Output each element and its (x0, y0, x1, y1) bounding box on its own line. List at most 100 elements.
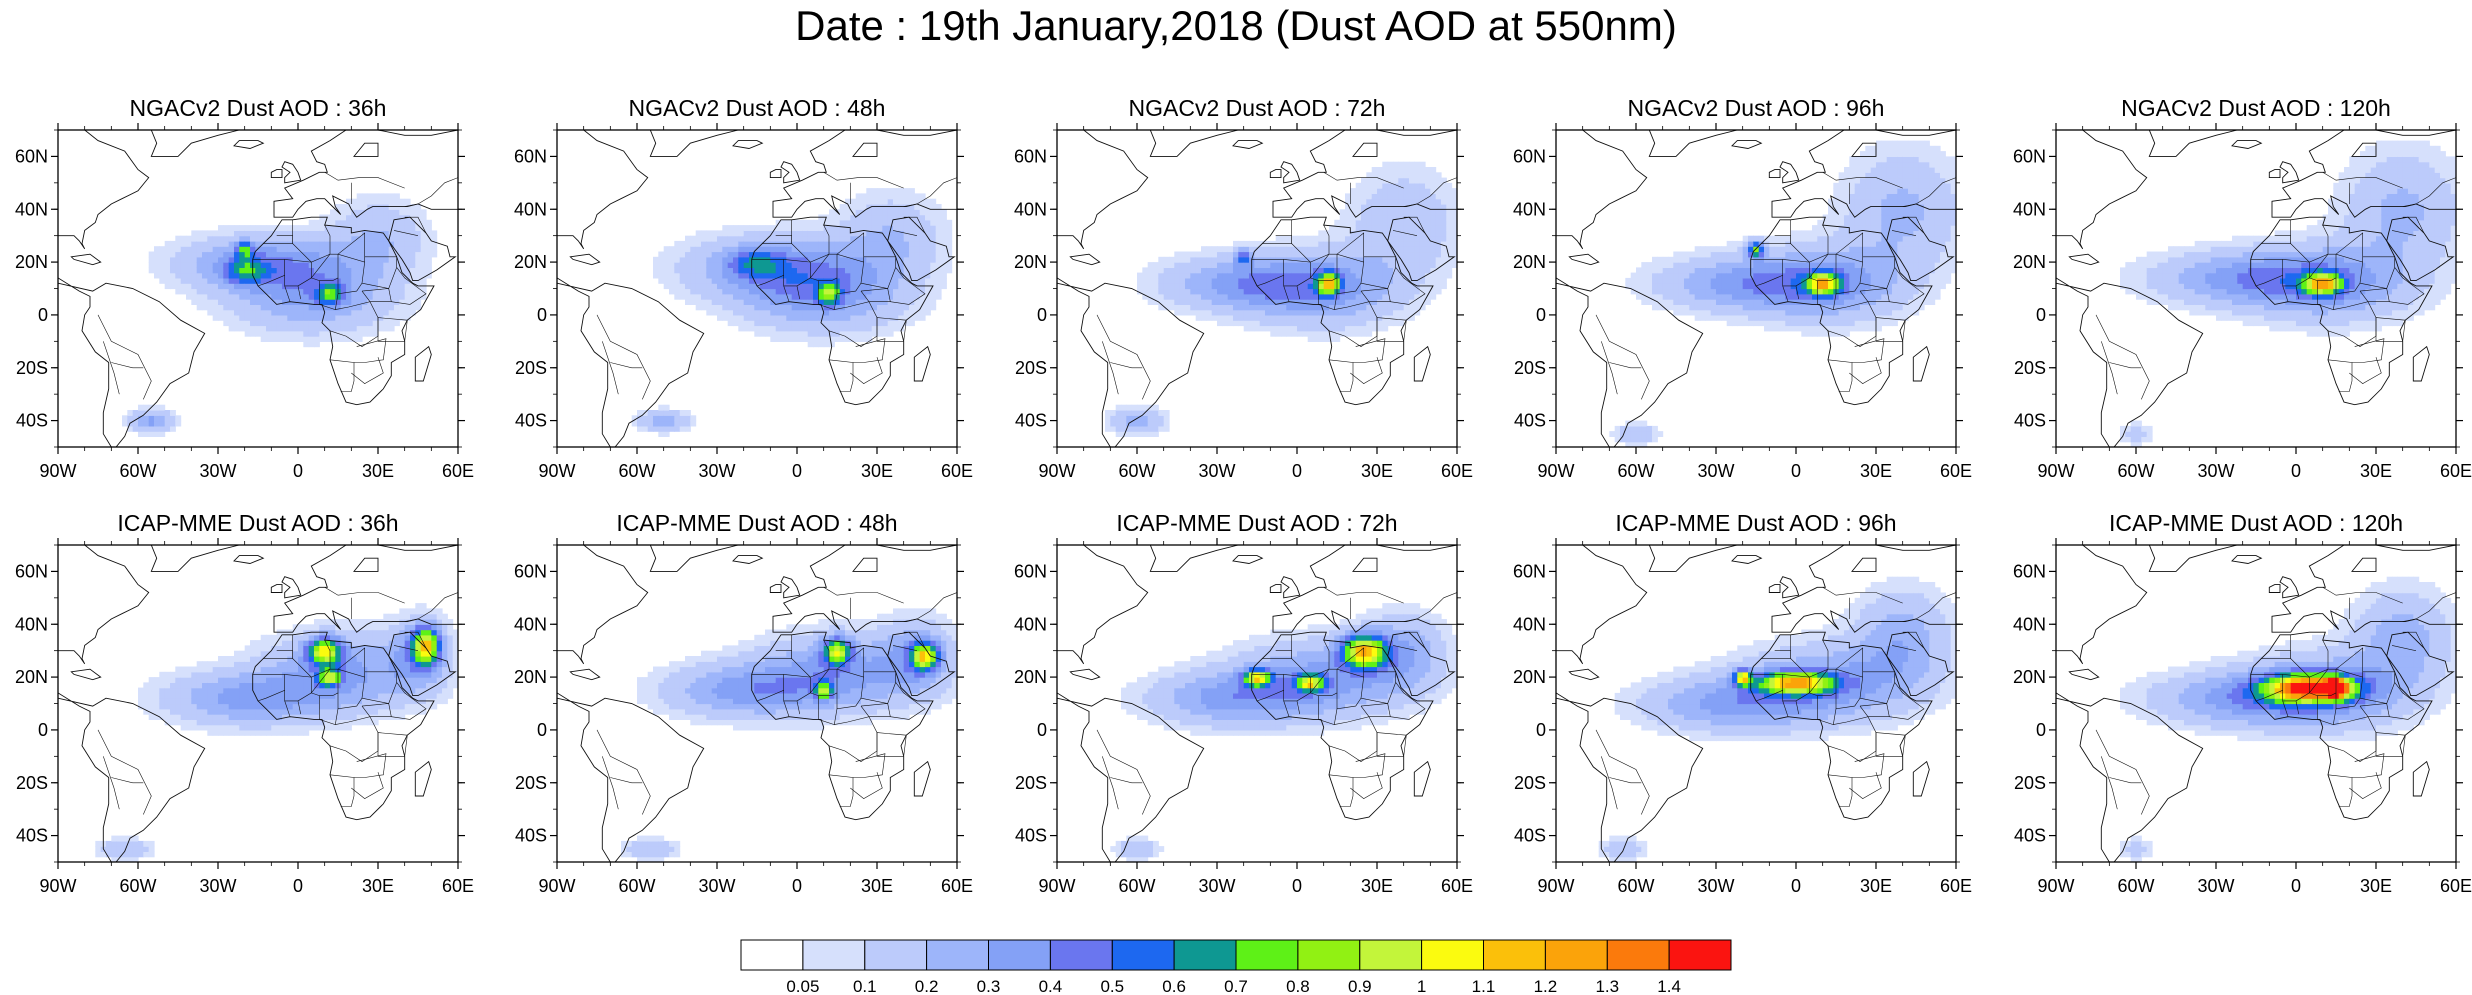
aod-cell (372, 293, 379, 300)
aod-cell (701, 304, 707, 311)
aod-cell (1796, 230, 1802, 237)
aod-cell (388, 209, 395, 216)
aod-cell (1854, 320, 1861, 327)
aod-cell (1886, 240, 1893, 247)
aod-cell (882, 309, 889, 316)
aod-cell (207, 309, 214, 316)
aod-cell (1206, 277, 1213, 284)
aod-cell (1796, 314, 1802, 321)
aod-cell (1382, 209, 1389, 216)
aod-cell (818, 314, 825, 321)
aod-cell (1854, 230, 1861, 237)
aod-cell (319, 251, 326, 258)
aod-cell (669, 410, 675, 416)
aod-cell (308, 219, 315, 226)
aod-cell (1185, 251, 1191, 258)
aod-cell (818, 341, 825, 348)
aod-cell (1753, 304, 1760, 311)
aod-cell (1137, 272, 1143, 279)
aod-cell (324, 219, 331, 226)
aod-cell (1387, 314, 1394, 321)
aod-cell (1430, 230, 1437, 237)
aod-cell (1726, 277, 1733, 284)
aod-cell (404, 283, 411, 290)
aod-cell (1774, 309, 1781, 316)
aod-cell (1403, 198, 1410, 205)
aod-cell (260, 225, 267, 231)
aod-cell (1849, 214, 1856, 221)
aod-cell (1163, 420, 1170, 427)
aod-cell (388, 309, 395, 316)
aod-cell (1249, 299, 1255, 305)
aod-cell (813, 240, 819, 247)
aod-cell (1318, 262, 1325, 268)
aod-cell (404, 240, 411, 247)
aod-cell (743, 283, 750, 290)
aod-cell (1748, 293, 1754, 300)
aod-cell (388, 193, 395, 200)
aod-cell (791, 225, 798, 231)
aod-cell (946, 267, 953, 274)
aod-cell (1892, 304, 1898, 311)
aod-cell (303, 283, 310, 290)
aod-cell (781, 336, 787, 342)
aod-cell (340, 309, 347, 316)
aod-cell (383, 288, 390, 295)
aod-cell (1726, 293, 1733, 300)
aod-cell (196, 299, 203, 305)
aod-cell (1737, 320, 1744, 327)
aod-cell (786, 272, 793, 279)
aod-cell (367, 214, 374, 221)
aod-cell (180, 277, 187, 284)
aod-cell (330, 272, 336, 279)
aod-cell (674, 240, 681, 247)
aod-cell (1430, 235, 1437, 242)
aod-cell (292, 330, 299, 337)
aod-cell (850, 283, 857, 290)
aod-cell (882, 198, 889, 205)
aod-cell (394, 214, 400, 221)
aod-cell (818, 299, 825, 305)
aod-cell (319, 240, 326, 247)
aod-cell (674, 425, 681, 432)
aod-cell (1190, 256, 1197, 263)
aod-cell (1195, 283, 1202, 290)
aod-cell (1281, 325, 1287, 332)
aod-cell (1865, 251, 1872, 258)
aod-cell (372, 214, 379, 221)
aod-cell (1870, 193, 1877, 200)
aod-cell (1153, 293, 1159, 300)
aod-cell (749, 304, 755, 311)
aod-cell (324, 225, 331, 231)
aod-cell (191, 230, 198, 237)
aod-cell (271, 230, 278, 237)
aod-cell (1844, 251, 1850, 258)
aod-cell (946, 251, 953, 258)
aod-cell (690, 293, 697, 300)
aod-cell (180, 251, 187, 258)
aod-cell (1700, 314, 1706, 321)
aod-cell (1641, 425, 1648, 432)
aod-cell (404, 209, 411, 216)
aod-cell (882, 314, 889, 321)
aod-cell (164, 262, 171, 268)
aod-cell (175, 251, 182, 258)
aod-cell (1854, 225, 1861, 231)
aod-cell (1785, 320, 1792, 327)
aod-cell (308, 230, 315, 237)
aod-cell (1275, 325, 1282, 332)
aod-cell (356, 209, 363, 216)
aod-cell (1233, 288, 1239, 295)
aod-cell (159, 246, 166, 253)
aod-cell (733, 293, 739, 300)
aod-cell (218, 277, 224, 284)
aod-cell (1126, 425, 1133, 432)
aod-cell (410, 235, 416, 242)
aod-cell (1387, 193, 1394, 200)
aod-cell (1742, 256, 1749, 263)
aod-cell (1886, 309, 1893, 316)
aod-cell (266, 256, 272, 263)
aod-cell (399, 304, 406, 311)
aod-cell (791, 320, 798, 327)
aod-cell (1350, 262, 1357, 268)
